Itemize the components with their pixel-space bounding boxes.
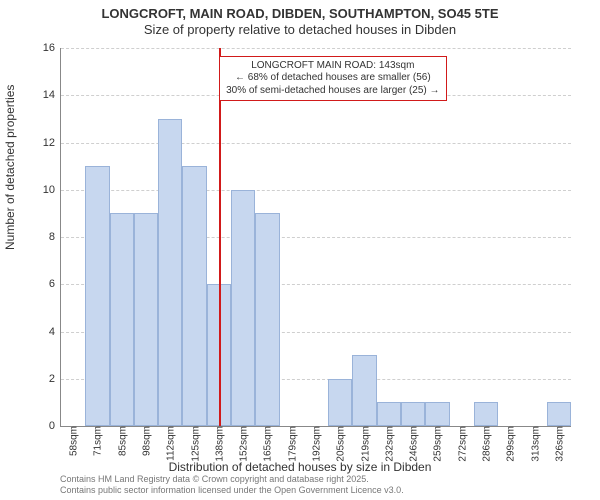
y-tick-label: 16 xyxy=(43,42,61,54)
x-tick-label: 58sqm xyxy=(67,426,80,456)
y-tick-label: 4 xyxy=(49,326,61,338)
gridline xyxy=(61,143,571,144)
x-tick-label: 232sqm xyxy=(382,426,395,462)
histogram-bar xyxy=(352,355,376,426)
histogram-bar xyxy=(158,119,182,426)
histogram-bar xyxy=(134,213,158,426)
info-box-line: 30% of semi-detached houses are larger (… xyxy=(226,85,439,98)
y-tick-label: 8 xyxy=(49,231,61,243)
histogram-bar xyxy=(328,379,352,426)
x-tick-label: 98sqm xyxy=(140,426,153,456)
x-tick-label: 138sqm xyxy=(212,426,225,462)
x-tick-label: 165sqm xyxy=(261,426,274,462)
histogram-bar xyxy=(401,402,425,426)
title-line-1: LONGCROFT, MAIN ROAD, DIBDEN, SOUTHAMPTO… xyxy=(0,6,600,22)
histogram-bar xyxy=(85,166,109,426)
chart-title: LONGCROFT, MAIN ROAD, DIBDEN, SOUTHAMPTO… xyxy=(0,0,600,39)
y-tick-label: 2 xyxy=(49,373,61,385)
histogram-bar xyxy=(182,166,206,426)
histogram-bar xyxy=(231,190,255,426)
x-tick-label: 152sqm xyxy=(237,426,250,462)
histogram-bar xyxy=(547,402,571,426)
y-tick-label: 10 xyxy=(43,184,61,196)
plot-area: 024681012141658sqm71sqm85sqm98sqm112sqm1… xyxy=(60,48,571,427)
x-tick-label: 313sqm xyxy=(528,426,541,462)
x-tick-label: 112sqm xyxy=(164,426,177,461)
chart-footer: Contains HM Land Registry data © Crown c… xyxy=(60,474,404,496)
x-tick-label: 246sqm xyxy=(407,426,420,462)
footer-line-1: Contains HM Land Registry data © Crown c… xyxy=(60,474,404,485)
gridline xyxy=(61,48,571,49)
histogram-bar xyxy=(474,402,498,426)
x-tick-label: 125sqm xyxy=(188,426,201,462)
histogram-bar xyxy=(425,402,449,426)
x-tick-label: 179sqm xyxy=(285,426,298,462)
y-tick-label: 0 xyxy=(49,420,61,432)
x-tick-label: 272sqm xyxy=(455,426,468,462)
footer-line-2: Contains public sector information licen… xyxy=(60,485,404,496)
y-axis-label: Number of detached properties xyxy=(3,85,17,250)
x-tick-label: 326sqm xyxy=(552,426,565,462)
info-box-line: ← 68% of detached houses are smaller (56… xyxy=(226,72,439,85)
x-tick-label: 286sqm xyxy=(480,426,493,462)
chart-container: LONGCROFT, MAIN ROAD, DIBDEN, SOUTHAMPTO… xyxy=(0,0,600,500)
info-box-line: LONGCROFT MAIN ROAD: 143sqm xyxy=(226,60,439,73)
y-tick-label: 12 xyxy=(43,137,61,149)
y-tick-label: 6 xyxy=(49,278,61,290)
x-tick-label: 85sqm xyxy=(115,426,128,456)
x-tick-label: 205sqm xyxy=(334,426,347,462)
reference-line xyxy=(219,48,221,426)
x-tick-label: 192sqm xyxy=(310,426,323,462)
x-tick-label: 71sqm xyxy=(91,426,104,456)
histogram-bar xyxy=(255,213,279,426)
x-tick-label: 219sqm xyxy=(358,426,371,462)
histogram-bar xyxy=(110,213,134,426)
y-tick-label: 14 xyxy=(43,89,61,101)
x-tick-label: 299sqm xyxy=(504,426,517,462)
histogram-bar xyxy=(377,402,401,426)
reference-info-box: LONGCROFT MAIN ROAD: 143sqm← 68% of deta… xyxy=(219,56,446,102)
title-line-2: Size of property relative to detached ho… xyxy=(0,22,600,38)
x-axis-label: Distribution of detached houses by size … xyxy=(0,460,600,474)
gridline xyxy=(61,190,571,191)
x-tick-label: 259sqm xyxy=(431,426,444,462)
